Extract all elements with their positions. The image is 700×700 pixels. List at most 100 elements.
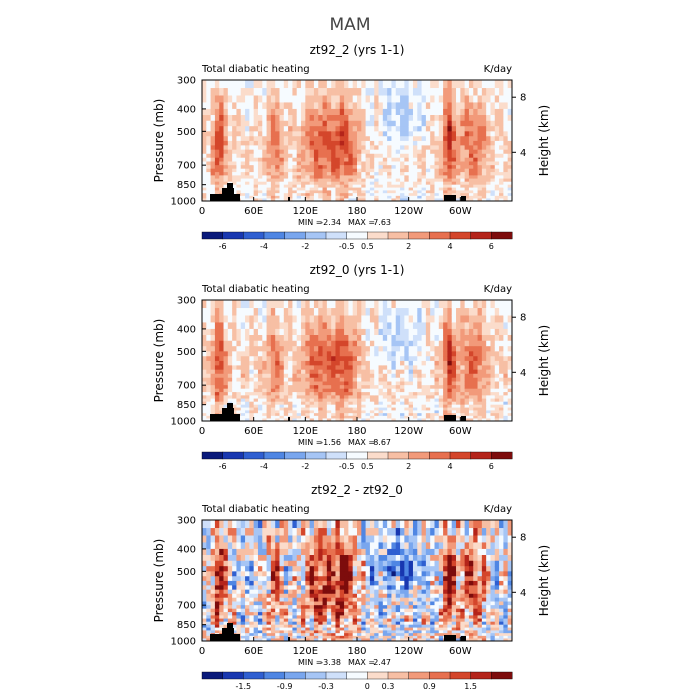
heatmap-cell bbox=[456, 369, 461, 375]
heatmap-cell bbox=[249, 621, 255, 626]
heatmap-cell bbox=[443, 88, 448, 96]
heatmap-cell bbox=[210, 315, 216, 323]
heatmap-cell bbox=[301, 566, 306, 572]
heatmap-cell bbox=[292, 392, 298, 396]
heatmap-cell bbox=[473, 175, 478, 179]
heatmap-cell bbox=[430, 308, 435, 316]
heatmap-cell bbox=[494, 172, 500, 176]
heatmap-cell bbox=[253, 535, 259, 543]
heatmap-cell bbox=[378, 356, 384, 362]
heatmap-cell bbox=[326, 555, 332, 562]
heatmap-cell bbox=[417, 410, 422, 414]
heatmap-cell bbox=[240, 187, 246, 191]
heatmap-cell bbox=[279, 621, 285, 626]
heatmap-cell bbox=[275, 360, 280, 366]
heatmap-cell bbox=[477, 300, 483, 309]
heatmap-cell bbox=[326, 566, 332, 572]
heatmap-cell bbox=[468, 184, 474, 188]
heatmap-cell bbox=[270, 585, 276, 591]
heatmap-cell bbox=[301, 635, 306, 639]
heatmap-cell bbox=[369, 351, 375, 357]
heatmap-cell bbox=[309, 413, 315, 417]
heatmap-cell bbox=[275, 566, 280, 572]
heatmap-cell bbox=[378, 120, 384, 127]
heatmap-cell bbox=[326, 395, 332, 399]
heatmap-cell bbox=[374, 131, 379, 137]
colorbar-swatch bbox=[346, 451, 368, 460]
heatmap-cell bbox=[318, 630, 323, 634]
heatmap-cell bbox=[206, 198, 212, 202]
heatmap-cell bbox=[395, 381, 401, 386]
heatmap-cell bbox=[262, 520, 267, 529]
heatmap-cell bbox=[279, 356, 285, 362]
heatmap-cell bbox=[292, 157, 298, 162]
heatmap-cell bbox=[249, 131, 255, 137]
heatmap-cell bbox=[468, 335, 474, 342]
heatmap-cell bbox=[309, 608, 315, 613]
heatmap-cell bbox=[481, 418, 487, 422]
heatmap-cell bbox=[477, 346, 483, 352]
heatmap-cell bbox=[400, 193, 405, 197]
heatmap-cell bbox=[236, 585, 242, 591]
heatmap-cell bbox=[288, 195, 293, 199]
heatmap-cell bbox=[369, 395, 375, 399]
heatmap-cell bbox=[245, 597, 250, 602]
heatmap-cell bbox=[305, 576, 311, 582]
heatmap-cell bbox=[456, 190, 461, 194]
heatmap-cell bbox=[335, 351, 341, 357]
heatmap-cell bbox=[494, 178, 500, 183]
heatmap-cell bbox=[352, 300, 358, 309]
heatmap-cell bbox=[352, 365, 358, 371]
heatmap-cell bbox=[292, 340, 298, 347]
heatmap-cell bbox=[507, 385, 513, 390]
heatmap-cell bbox=[270, 308, 276, 316]
heatmap-cell bbox=[430, 377, 435, 382]
heatmap-cell bbox=[288, 340, 293, 347]
heatmap-cell bbox=[486, 178, 491, 183]
heatmap-cell bbox=[477, 178, 483, 183]
heatmap-cell bbox=[486, 388, 491, 393]
heatmap-cell bbox=[425, 392, 431, 396]
heatmap-cell bbox=[266, 140, 272, 146]
heatmap-cell bbox=[206, 140, 212, 146]
heatmap-cell bbox=[417, 300, 422, 309]
heatmap-cell bbox=[361, 157, 367, 162]
heatmap-cell bbox=[499, 80, 504, 89]
heatmap-cell bbox=[279, 542, 285, 550]
heatmap-cell bbox=[460, 172, 466, 176]
heatmap-cell bbox=[236, 346, 242, 352]
heatmap-cell bbox=[262, 351, 267, 357]
heatmap-cell bbox=[456, 184, 461, 188]
heatmap-cell bbox=[202, 165, 207, 170]
heatmap-cell bbox=[344, 198, 349, 202]
heatmap-cell bbox=[288, 593, 293, 599]
heatmap-cell bbox=[400, 126, 405, 132]
heatmap-cell bbox=[451, 181, 457, 186]
heatmap-cell bbox=[438, 373, 444, 379]
heatmap-cell bbox=[275, 328, 280, 336]
heatmap-cell bbox=[369, 328, 375, 336]
heatmap-cell bbox=[382, 131, 388, 137]
heatmap-cell bbox=[292, 589, 298, 595]
heatmap-cell bbox=[404, 392, 410, 396]
colorbar-label: -0.5 bbox=[339, 242, 355, 251]
heatmap-cell bbox=[481, 377, 487, 382]
heatmap-cell bbox=[322, 388, 328, 393]
heatmap-cell bbox=[477, 198, 483, 202]
heatmap-cell bbox=[477, 395, 483, 399]
heatmap-cell bbox=[292, 168, 298, 173]
heatmap-cell bbox=[249, 168, 255, 173]
heatmap-cell bbox=[365, 388, 371, 393]
heatmap-cell bbox=[352, 385, 358, 390]
heatmap-cell bbox=[490, 168, 496, 173]
heatmap-cell bbox=[456, 346, 461, 352]
heatmap-cell bbox=[374, 407, 379, 411]
heatmap-cell bbox=[262, 346, 267, 352]
heatmap-cell bbox=[266, 315, 272, 323]
heatmap-cell bbox=[301, 126, 306, 132]
heatmap-cell bbox=[468, 407, 474, 411]
heatmap-cell bbox=[262, 612, 267, 616]
heatmap-cell bbox=[309, 633, 315, 637]
heatmap-cell bbox=[219, 377, 224, 382]
heatmap-cell bbox=[232, 161, 237, 166]
